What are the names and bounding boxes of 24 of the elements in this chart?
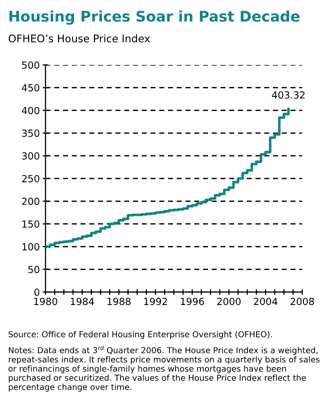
y-tick-label: 200 <box>22 198 40 206</box>
source-note: Source: Office of Federal Housing Enterprise Oversight (OFHEO). <box>8 331 272 339</box>
text: Notes: Data ends at 3$^{rd}$ Quarter 2006. The House Price Index is a weighted, repeat-sales index. It reflects price movements on a quarterly basis of sales or refinancings of single-family homes whose mortgages have been purchased or securitized. The values of the House Price Index reflect the percentage change over time. <box>8 346 320 392</box>
y-tick-label: 350 <box>22 130 40 137</box>
x-tick-label: 1996 <box>180 298 204 306</box>
y-tick-label: 300 <box>22 152 40 160</box>
x-tick-label: 2004 <box>254 298 278 306</box>
x-tick-label: 1992 <box>144 298 167 306</box>
y-tick-label: 500 <box>22 61 40 69</box>
y-tick-label: 400 <box>22 106 40 114</box>
x-tick-label: 1984 <box>70 298 94 306</box>
x-tick-label: 1980 <box>34 298 58 306</box>
y-tick-label: 100 <box>22 243 40 250</box>
chart-subtitle: OFHEO’s House Price Index <box>8 34 150 42</box>
x-tick-label: 1988 <box>108 298 131 306</box>
x-tick-label: 2008 <box>290 298 314 306</box>
y-tick-label: 150 <box>22 220 40 228</box>
y-tick-label: 0 <box>34 288 40 296</box>
chart-title: Housing Prices Soar in Past Decade <box>9 10 300 25</box>
annotation: 403.32 <box>272 91 305 99</box>
y-tick-label: 450 <box>22 84 40 92</box>
y-tick-label: 250 <box>22 174 40 182</box>
x-tick-label: 2000 <box>217 298 241 306</box>
y-tick-label: 50 <box>28 266 40 274</box>
